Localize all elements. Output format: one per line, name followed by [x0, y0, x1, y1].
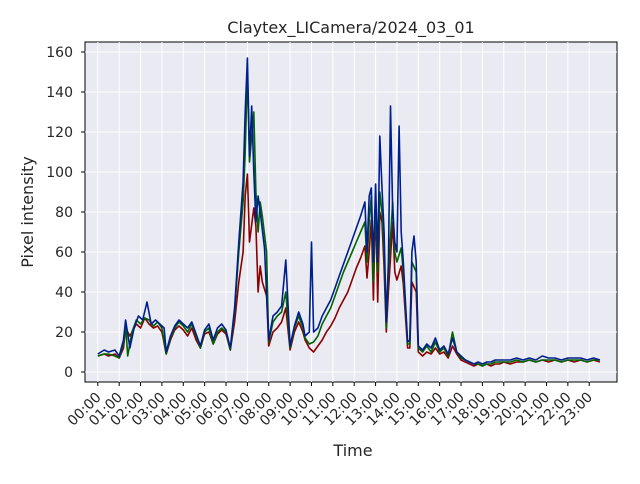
grid: [85, 42, 617, 382]
y-tick-label: 60: [55, 245, 73, 261]
y-axis-label: Pixel intensity: [18, 156, 37, 267]
y-tick-label: 160: [46, 45, 73, 61]
chart-title: Claytex_LICamera/2024_03_01: [227, 18, 474, 38]
series-lines: [97, 57, 601, 367]
x-axis-ticks: 00:0001:0002:0003:0004:0005:0006:0007:00…: [65, 382, 596, 429]
y-tick-label: 140: [46, 85, 73, 101]
y-tick-label: 80: [55, 205, 73, 221]
x-axis-label: Time: [332, 441, 372, 460]
y-tick-label: 20: [55, 325, 73, 341]
series-line-2: [97, 71, 600, 367]
y-tick-label: 120: [46, 125, 73, 141]
series-line-3: [97, 57, 601, 365]
y-axis-ticks: 0 20 40 60 80 100 120 140 160: [46, 45, 85, 381]
y-tick-label: 100: [46, 165, 73, 181]
y-tick-label: 0: [64, 365, 73, 381]
y-tick-label: 40: [55, 285, 73, 301]
